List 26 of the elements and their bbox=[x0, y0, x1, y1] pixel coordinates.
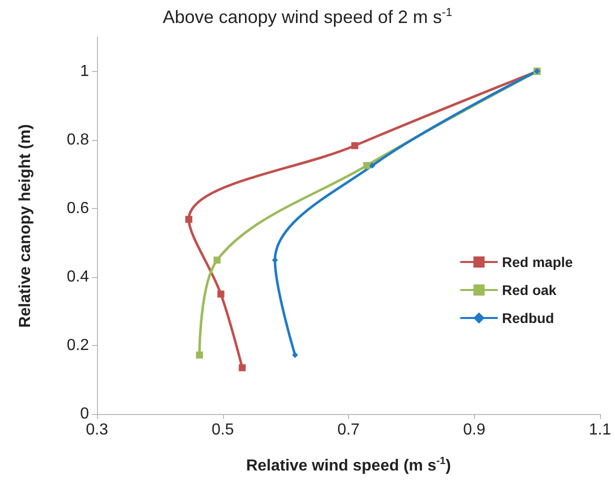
y-tick-label: 1 bbox=[80, 62, 90, 80]
legend-label: Red maple bbox=[502, 254, 574, 270]
y-tick-label: 0.6 bbox=[66, 200, 90, 217]
point bbox=[292, 352, 298, 358]
y-tick-label: 0 bbox=[80, 406, 90, 422]
y-axis-title: Relative canopy height (m) bbox=[17, 124, 35, 328]
x-tick-label: 1.1 bbox=[588, 422, 612, 438]
point bbox=[363, 162, 370, 170]
x-tick-label: 0.3 bbox=[86, 422, 108, 438]
x-axis-title: Relative wind speed (m s$^{-1}$) bbox=[245, 456, 452, 476]
x-tick-label: 0.5 bbox=[212, 422, 234, 438]
point bbox=[369, 162, 376, 169]
chart-title: Above canopy wind speed of 2 m s$^{-1}$ bbox=[162, 6, 454, 28]
point bbox=[214, 256, 221, 264]
y-tick-label: 0.8 bbox=[66, 131, 90, 148]
legend-label: Redbud bbox=[502, 310, 554, 326]
point bbox=[185, 216, 192, 223]
legend-label: Red oak bbox=[502, 282, 557, 298]
y-tick-label: 0.4 bbox=[66, 268, 90, 286]
point bbox=[217, 290, 224, 298]
point bbox=[238, 364, 246, 372]
point bbox=[351, 142, 358, 150]
point bbox=[196, 352, 203, 359]
x-tick-label: 0.7 bbox=[337, 422, 360, 438]
x-tick-label: 0.9 bbox=[463, 422, 486, 438]
y-tick-label: 0.2 bbox=[66, 336, 90, 354]
